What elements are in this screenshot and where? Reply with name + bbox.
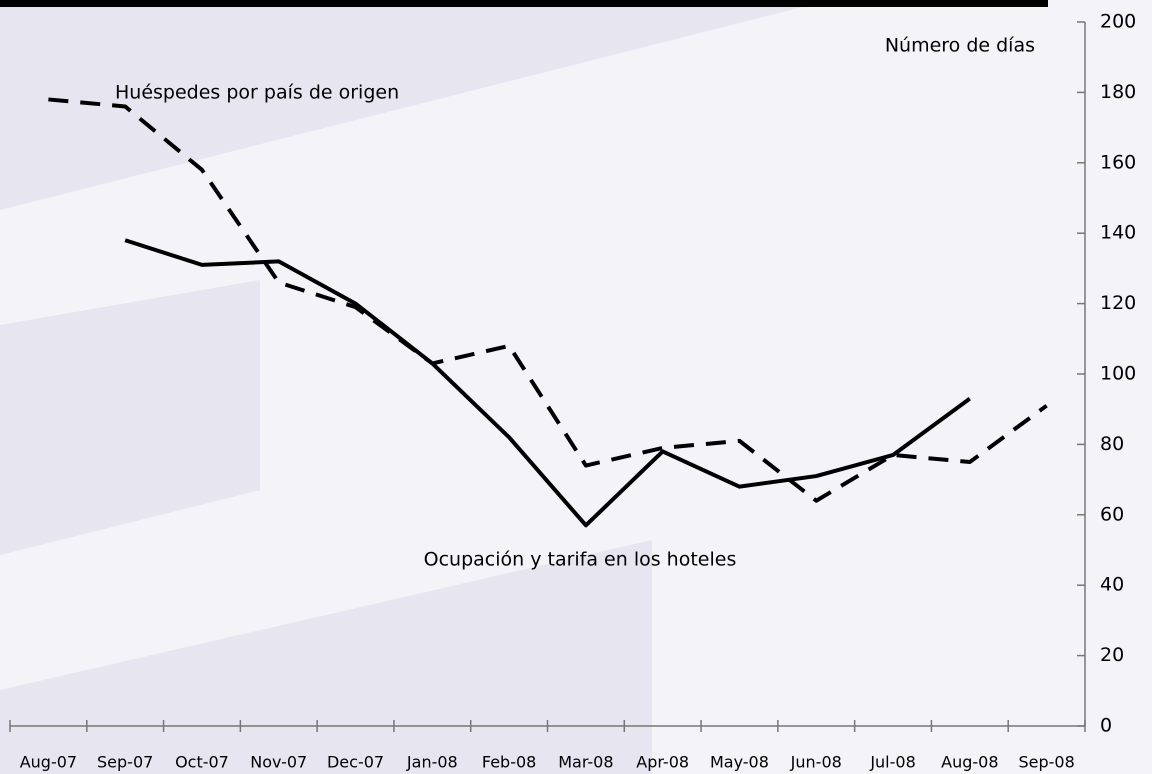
bg-shape [0,280,260,555]
y-tick-label: 120 [1100,292,1136,314]
y-tick-label: 140 [1100,222,1136,244]
y-tick-label: 60 [1100,503,1124,525]
series-annotation: Ocupación y tarifa en los hoteles [424,549,737,571]
x-tick-label: Aug-07 [20,753,77,772]
y-tick-label: 200 [1100,11,1136,33]
x-tick-label: Jan-08 [406,753,458,772]
series-annotation: Huéspedes por país de origen [115,82,399,104]
x-tick-label: Dec-07 [327,753,384,772]
y-tick-label: 0 [1100,715,1112,737]
y-tick-label: 160 [1100,151,1136,173]
series-line [124,238,972,528]
x-tick-label: Apr-08 [636,753,689,772]
bg-shape [0,0,830,210]
x-tick-label: Nov-07 [250,753,307,772]
y-tick-label: 180 [1100,81,1136,103]
x-tick-label: Mar-08 [558,753,613,772]
x-tick-label: Jun-08 [790,753,842,772]
x-tick-label: Aug-08 [941,753,998,772]
y-tick-label: 20 [1100,644,1124,666]
x-tick-label: Oct-07 [175,753,229,772]
x-tick-label: Jul-08 [869,753,915,772]
y-tick-label: 100 [1100,363,1136,385]
top-bar [0,0,1048,7]
x-tick-label: May-08 [710,753,769,772]
bg-shape [0,540,652,774]
x-tick-label: Feb-08 [482,753,536,772]
y-tick-label: 40 [1100,574,1124,596]
y-tick-label: 80 [1100,433,1124,455]
series-line [48,97,1048,503]
x-tick-label: Sep-08 [1018,753,1074,772]
y-axis-label: Número de días [885,35,1035,57]
x-tick-label: Sep-07 [97,753,153,772]
